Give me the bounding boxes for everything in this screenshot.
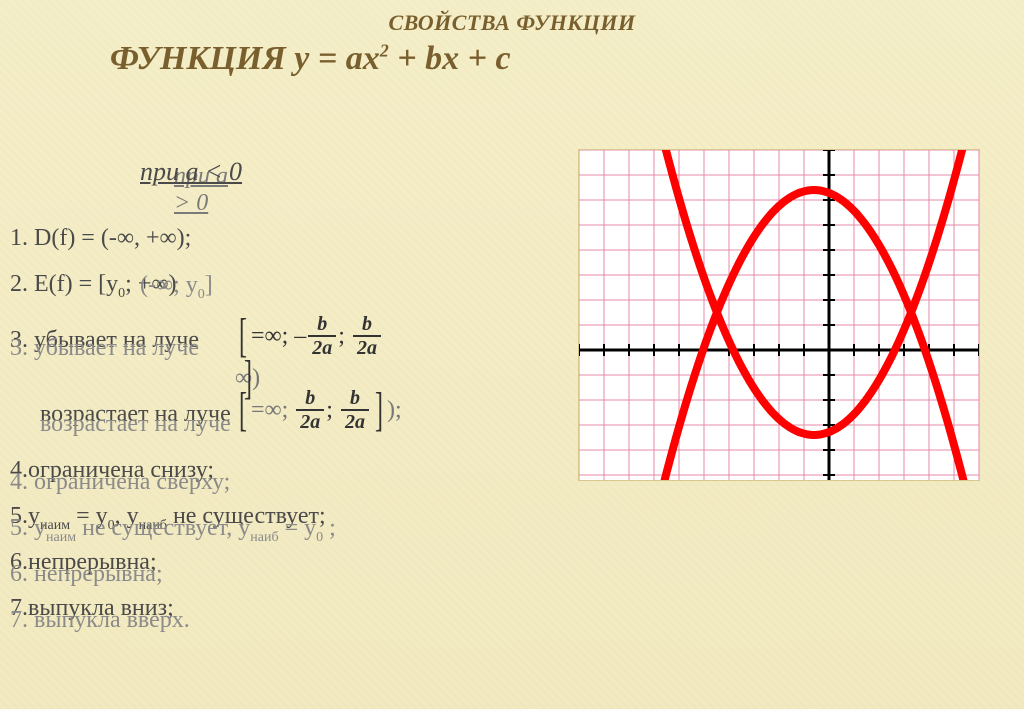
item-2-back-a: (-∞; y	[140, 272, 198, 298]
supertitle: СВОЙСТВА ФУНКЦИИ	[0, 10, 1024, 36]
frac-n: b	[308, 313, 336, 337]
i5-naib2: наиб	[250, 530, 278, 545]
properties-list: 1. D(f) = (-∞, +∞); 2. E(f) = [y0; +∞) (…	[10, 225, 510, 641]
i5g: = y	[279, 515, 317, 541]
title: ФУНКЦИЯ y = ax2 + bx + c	[110, 40, 511, 78]
item-2-back-sub0: 0	[198, 287, 205, 302]
frac-n2: b	[353, 313, 381, 337]
item-3b: возрастает на луче возрастает на луче [=…	[10, 387, 510, 457]
i5-naim2: наим	[46, 530, 76, 545]
item-3: 3. убывает на луче 3. убывает на луче [=…	[10, 317, 510, 387]
item-1-text: 1. D(f) = (-∞, +∞);	[10, 225, 191, 251]
frac-d: 2a	[308, 337, 336, 359]
item-2: 2. E(f) = [y0; +∞) (-∞; y0]	[10, 271, 510, 317]
item-2-front-a: 2. E(f) = [y	[10, 271, 118, 297]
frac-d4: 2a	[341, 411, 369, 433]
rbracket2-icon: ]	[375, 391, 383, 429]
slide: СВОЙСТВА ФУНКЦИИ ФУНКЦИЯ y = ax2 + bx + …	[0, 0, 1024, 709]
item-2-back: (-∞; y0]	[140, 272, 213, 302]
chart-svg	[579, 150, 979, 480]
lbracket-icon: [	[239, 317, 247, 355]
item-4-back: 4. ограничена сверху;	[10, 469, 230, 495]
item-4: 4.ограничена снизу; 4. ограничена сверху…	[10, 457, 510, 503]
frac-n3: b	[296, 387, 324, 411]
frac-d2: 2a	[353, 337, 381, 359]
title-exponent: 2	[380, 41, 389, 61]
item-5: 5.yнаим = y0, yнаиб не существует; 5. yн…	[10, 503, 510, 549]
i5e: 5. y	[10, 515, 46, 541]
item-2-back-b: ]	[205, 272, 213, 298]
title-suffix: + bx + c	[389, 40, 511, 77]
lbracket2-icon: [	[239, 391, 247, 429]
item-3b-back: возрастает на луче	[40, 411, 231, 437]
condition-front: при a < 0	[140, 157, 242, 186]
item-3b-interval: [=∞; b2a; b2a]);	[235, 387, 402, 433]
i5h: ;	[323, 515, 336, 541]
item-7-back: 7. выпукла вверх.	[10, 607, 190, 633]
item-5-back: 5. yнаим не существует, yнаиб = y0 ;	[10, 515, 336, 545]
chart	[579, 150, 979, 480]
frac-d3: 2a	[296, 411, 324, 433]
frac-n4: b	[341, 387, 369, 411]
item-6-back: 6. непрерывна;	[10, 561, 163, 587]
condition: при a < 0 при a > 0	[140, 157, 242, 187]
item-7: 7.выпукла вниз; 7. выпукла вверх.	[10, 595, 510, 641]
item-6: 6.непрерывна; 6. непрерывна;	[10, 549, 510, 595]
item-1: 1. D(f) = (-∞, +∞);	[10, 225, 510, 271]
i5f: не существует, y	[76, 515, 250, 541]
title-prefix: ФУНКЦИЯ y = ax	[110, 40, 380, 77]
item-3-back: 3. убывает на луче	[10, 335, 199, 361]
